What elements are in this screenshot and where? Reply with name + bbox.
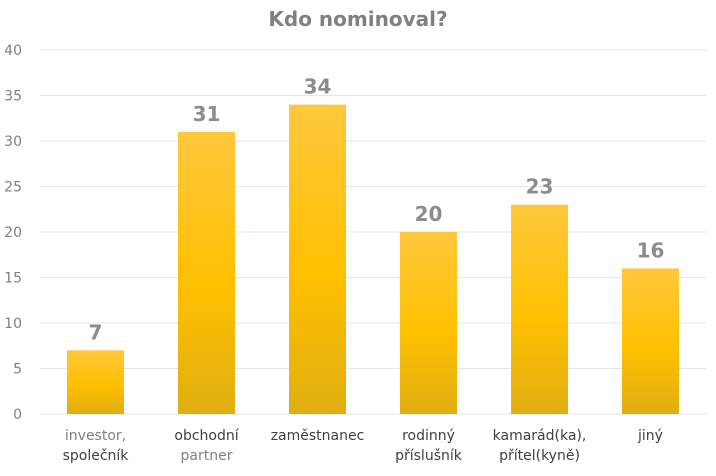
bar <box>178 131 235 414</box>
x-tick-label-line: zaměstnanec <box>271 428 365 444</box>
y-tick-label: 40 <box>4 43 22 59</box>
x-tick-label: zaměstnanec <box>271 428 365 444</box>
y-tick-label: 35 <box>4 89 22 105</box>
bar <box>622 268 679 414</box>
bars <box>67 104 679 414</box>
y-axis-ticks: 0 5 10 15 20 25 30 35 40 <box>4 43 22 423</box>
x-tick-label-line: příslušník <box>395 448 463 464</box>
x-tick-label-line: jiný <box>637 428 663 444</box>
data-label: 7 <box>89 320 103 344</box>
data-labels: 7 31 34 20 23 16 <box>89 75 665 345</box>
x-tick-label-line: obchodní <box>174 428 239 444</box>
x-tick-label: obchodní partner <box>174 428 239 464</box>
x-tick-label: investor, společník <box>63 428 130 464</box>
data-label: 34 <box>304 75 332 99</box>
gridlines <box>40 49 706 415</box>
x-tick-label-line: přítel(kyně) <box>499 448 580 464</box>
x-tick-label-line: investor, <box>65 428 126 444</box>
bar <box>67 350 124 414</box>
y-tick-label: 10 <box>4 316 22 332</box>
y-tick-label: 15 <box>4 271 22 287</box>
bar <box>289 104 346 414</box>
chart-title: Kdo nominoval? <box>268 7 447 31</box>
x-tick-label-line: rodinný <box>402 428 455 444</box>
data-label: 31 <box>193 102 221 126</box>
data-label: 16 <box>637 238 665 262</box>
x-tick-label-line: společník <box>63 448 130 464</box>
x-axis-labels: investor, společník obchodní partner zaměstn… <box>63 428 663 464</box>
y-tick-label: 25 <box>4 180 22 196</box>
y-tick-label: 30 <box>4 134 22 150</box>
bar <box>400 232 457 414</box>
x-tick-label-line: kamarád(ka), <box>493 428 587 444</box>
y-tick-label: 0 <box>13 407 22 423</box>
bar <box>511 204 568 414</box>
data-label: 20 <box>415 202 443 226</box>
y-tick-label: 20 <box>4 225 22 241</box>
x-tick-label: jiný <box>637 428 663 444</box>
x-tick-label: kamarád(ka), přítel(kyně) <box>493 428 587 464</box>
x-tick-label: rodinný příslušník <box>395 428 463 464</box>
y-tick-label: 5 <box>13 362 22 378</box>
x-tick-label-line: partner <box>181 448 233 464</box>
data-label: 23 <box>526 175 554 199</box>
